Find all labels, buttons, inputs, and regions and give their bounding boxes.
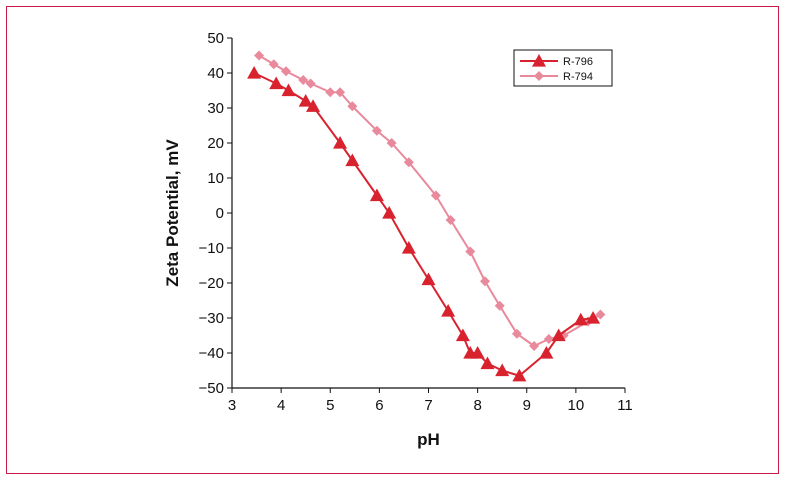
data-point bbox=[269, 76, 284, 90]
legend-label: R-796 bbox=[563, 56, 593, 68]
y-tick-label: −40 bbox=[199, 345, 224, 362]
x-tick-label: 9 bbox=[523, 397, 531, 414]
data-point bbox=[345, 153, 360, 167]
data-point bbox=[479, 276, 490, 287]
legend-marker bbox=[534, 71, 544, 81]
x-tick-label: 8 bbox=[473, 397, 481, 414]
data-point bbox=[586, 311, 601, 324]
data-point bbox=[470, 346, 485, 359]
y-axis-title: Zeta Potential, mV bbox=[163, 139, 182, 287]
series-r-796 bbox=[247, 66, 601, 382]
y-tick-label: −10 bbox=[199, 240, 224, 257]
series-r-794 bbox=[254, 50, 606, 351]
data-point bbox=[305, 78, 316, 89]
data-point bbox=[441, 304, 456, 317]
y-tick-label: 0 bbox=[216, 205, 224, 222]
x-tick-label: 7 bbox=[424, 397, 432, 414]
data-point bbox=[455, 328, 470, 342]
data-point bbox=[494, 300, 505, 311]
data-point bbox=[421, 272, 436, 286]
data-point bbox=[480, 356, 495, 370]
data-point bbox=[333, 136, 348, 149]
data-point bbox=[403, 157, 414, 168]
y-tick-label: 40 bbox=[207, 65, 224, 82]
legend-label: R-794 bbox=[563, 71, 593, 83]
x-tick-label: 3 bbox=[228, 397, 236, 414]
x-tick-label: 10 bbox=[568, 397, 585, 414]
data-point bbox=[382, 206, 397, 219]
data-point bbox=[511, 328, 522, 339]
data-point bbox=[495, 363, 510, 377]
data-point bbox=[298, 75, 309, 85]
chart-frame bbox=[6, 6, 779, 474]
data-point bbox=[386, 138, 397, 148]
data-point bbox=[430, 190, 441, 201]
data-point bbox=[539, 346, 554, 359]
data-point bbox=[281, 66, 292, 77]
data-point bbox=[347, 101, 358, 112]
axes: 50 40 30 20 10 0 −10 −20 −30 −40 −503 4 5 6 7 8 9 10 11 bbox=[199, 30, 633, 414]
legend: R-796 R-794 bbox=[513, 49, 613, 87]
series-line bbox=[258, 54, 601, 347]
data-point bbox=[298, 94, 313, 107]
x-tick-label: 4 bbox=[277, 397, 285, 414]
legend-box bbox=[513, 49, 613, 87]
data-point bbox=[573, 312, 588, 326]
data-point bbox=[512, 368, 527, 382]
data-point bbox=[325, 87, 336, 98]
data-point bbox=[268, 59, 279, 70]
data-point bbox=[281, 83, 296, 97]
data-point bbox=[543, 334, 554, 344]
data-point bbox=[465, 246, 476, 257]
y-tick-label: −20 bbox=[199, 275, 224, 292]
data-point bbox=[371, 125, 382, 136]
data-point bbox=[247, 66, 262, 79]
x-axis-title: pH bbox=[417, 430, 440, 449]
x-tick-label: 5 bbox=[326, 397, 334, 414]
y-tick-label: −30 bbox=[199, 310, 224, 327]
y-tick-label: 10 bbox=[207, 170, 224, 187]
series-layer bbox=[247, 50, 606, 382]
y-tick-label: −50 bbox=[199, 380, 224, 397]
x-tick-label: 11 bbox=[617, 397, 633, 414]
data-point bbox=[529, 341, 540, 351]
data-point bbox=[551, 328, 566, 342]
data-point bbox=[595, 309, 606, 320]
data-point bbox=[254, 50, 265, 61]
y-tick-label: 50 bbox=[207, 30, 224, 47]
y-tick-label: 30 bbox=[207, 100, 224, 117]
data-point bbox=[401, 241, 416, 254]
series-line bbox=[253, 72, 594, 377]
legend-marker bbox=[532, 54, 546, 67]
x-tick-label: 6 bbox=[375, 397, 383, 414]
y-tick-label: 20 bbox=[207, 135, 224, 152]
data-point bbox=[335, 87, 346, 98]
data-point bbox=[369, 188, 384, 202]
data-point bbox=[445, 215, 456, 225]
data-point bbox=[306, 99, 321, 112]
